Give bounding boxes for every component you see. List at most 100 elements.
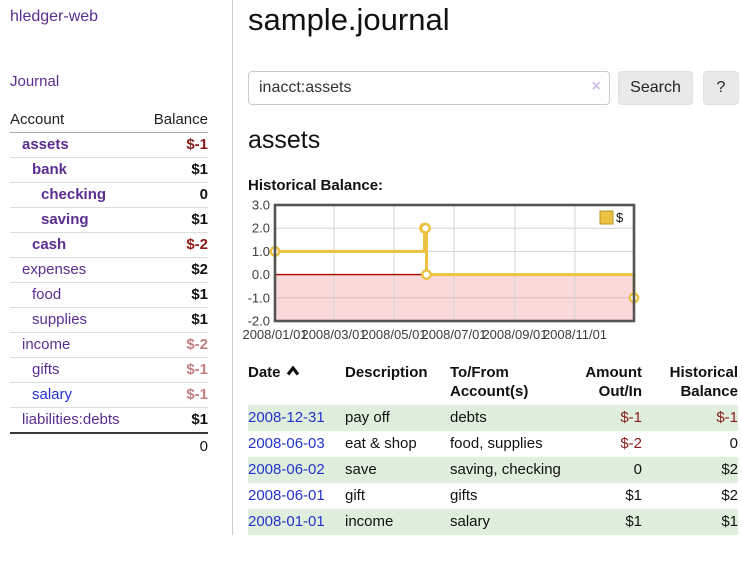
accounts-table: Account Balance assets $-1 bank $1 checking 0… [10,109,208,460]
transactions-table: Date Description To/From Account(s) Amou… [248,362,738,535]
account-link[interactable]: expenses [22,261,87,278]
account-row: liabilities:debts $1 [10,407,208,433]
account-balance: $-1 [186,136,208,153]
app-brand-link[interactable]: hledger-web [10,8,99,25]
account-link[interactable]: checking [41,186,107,203]
transaction-date-cell: 2008-06-01 [248,483,345,509]
sidebar: hledger-web Journal Account Balance asse… [0,0,233,535]
transaction-description-cell: income [345,513,394,530]
transaction-accounts-cell: gifts [450,487,478,504]
transaction-date-link[interactable]: 2008-06-03 [248,435,325,452]
transactions-header-description: Description [345,364,428,381]
transaction-date-link[interactable]: 2008-01-01 [248,513,325,530]
transaction-accounts-cell: debts [450,409,487,426]
transaction-date-cell: 2008-06-02 [248,457,345,483]
account-balance: $1 [142,207,208,233]
accounts-table-header-row: Account Balance [10,109,208,133]
account-name-cell: food [10,282,143,308]
chart-legend: $ [599,210,624,225]
transaction-accounts-cell: food, supplies [450,435,543,452]
sort-ascending-icon [286,366,299,376]
account-row: expenses $2 [10,257,208,283]
main-content: sample.journal × Search ? assets Histori… [233,0,742,535]
transaction-date-cell: 2008-12-31 [248,405,345,431]
accounts-total-balance: 0 [142,432,208,460]
transaction-amount-cell: $1 [625,513,642,530]
transaction-amount-cell: 0 [633,461,642,478]
transaction-row: 2008-06-02 save saving, checking 0 $2 [248,457,738,483]
account-link[interactable]: saving [41,211,89,228]
account-name-cell: supplies [10,307,143,333]
transactions-header-date[interactable]: Date [248,362,345,405]
transaction-balance-cell: 0 [729,435,738,452]
transaction-description-cell: eat & shop [345,435,417,452]
account-name-cell: salary [10,382,143,408]
transactions-header-row: Date Description To/From Account(s) Amou… [248,362,738,405]
chart-title-label: Historical Balance: [248,177,384,194]
app-brand: hledger-web [10,8,232,26]
svg-text:-2.0: -2.0 [248,314,270,329]
transaction-date-link[interactable]: 2008-06-02 [248,461,325,478]
accounts-header-account: Account [10,109,143,133]
account-name-cell: saving [10,207,143,233]
transactions-header-balance: Historical Balance [669,364,738,400]
sidebar-item-journal[interactable]: Journal [10,73,60,90]
account-balance: $2 [142,257,208,283]
page-title: sample.journal [248,2,450,37]
account-balance: $-2 [142,332,208,358]
account-balance: $-1 [142,382,208,408]
account-link[interactable]: cash [32,236,67,253]
svg-text:2008/01/01: 2008/01/01 [242,327,307,342]
chart-canvas: $3.0 2.0 1.0 0.0 -1.0 -2.02008/01/012008/03/0… [242,198,640,342]
transaction-amount-cell: $-2 [620,435,642,452]
account-link[interactable]: gifts [32,361,60,378]
transaction-description-cell: pay off [345,409,390,426]
transaction-row: 2008-01-01 income salary $1 $1 [248,509,738,535]
account-link[interactable]: liabilities:debts [22,411,120,428]
account-row: gifts $-1 [10,357,208,383]
account-row: salary $-1 [10,382,208,408]
transaction-description-cell: gift [345,487,366,504]
account-row: income $-2 [10,332,208,358]
account-link[interactable]: salary [32,386,73,403]
account-row: saving $1 [10,207,208,233]
transaction-date-link[interactable]: 2008-06-01 [248,487,325,504]
account-link[interactable]: bank [32,161,68,178]
search-input-wrap: × [248,71,610,105]
transactions-header-amount: Amount Out/In [585,364,642,400]
transactions-header-date-label: Date [248,364,281,381]
transaction-date-link[interactable]: 2008-12-31 [248,409,325,426]
account-name-cell: bank [10,157,143,183]
account-link[interactable]: food [32,286,62,303]
account-link[interactable]: income [22,336,71,353]
svg-text:2008/09/01: 2008/09/01 [482,327,547,342]
clear-search-icon[interactable]: × [591,78,601,95]
account-title: assets [248,126,321,154]
svg-text:$: $ [616,210,624,225]
account-name-cell: assets [10,133,142,158]
sidebar-nav: Journal [10,73,232,91]
account-balance: $1 [142,307,208,333]
svg-text:-1.0: -1.0 [248,290,270,305]
account-row: supplies $1 [10,307,208,333]
help-button[interactable]: ? [703,71,739,105]
transaction-accounts-cell: saving, checking [450,461,561,478]
svg-text:2.0: 2.0 [252,221,270,236]
search-button[interactable]: Search [618,71,693,105]
account-name-cell: gifts [10,357,143,383]
account-link[interactable]: supplies [32,311,88,328]
account-link[interactable]: assets [22,136,69,153]
search-form: × Search ? [248,71,742,105]
account-name-cell: checking [10,182,143,208]
account-balance: $-2 [142,232,208,258]
svg-text:3.0: 3.0 [252,198,270,213]
account-row: checking 0 [10,182,208,208]
account-row: bank $1 [10,157,208,183]
transactions-table-body: 2008-12-31 pay off debts $-1 $-1 2008-06-03 ea… [248,405,738,535]
account-balance: $1 [142,282,208,308]
transaction-amount-cell: $-1 [620,409,642,426]
transaction-row: 2008-06-03 eat & shop food, supplies $-2 0 [248,431,738,457]
search-input[interactable] [248,71,610,105]
svg-text:0.0: 0.0 [252,267,270,282]
accounts-table-body: assets $-1 bank $1 checking 0 saving $1 cash $-2 e… [10,133,208,433]
